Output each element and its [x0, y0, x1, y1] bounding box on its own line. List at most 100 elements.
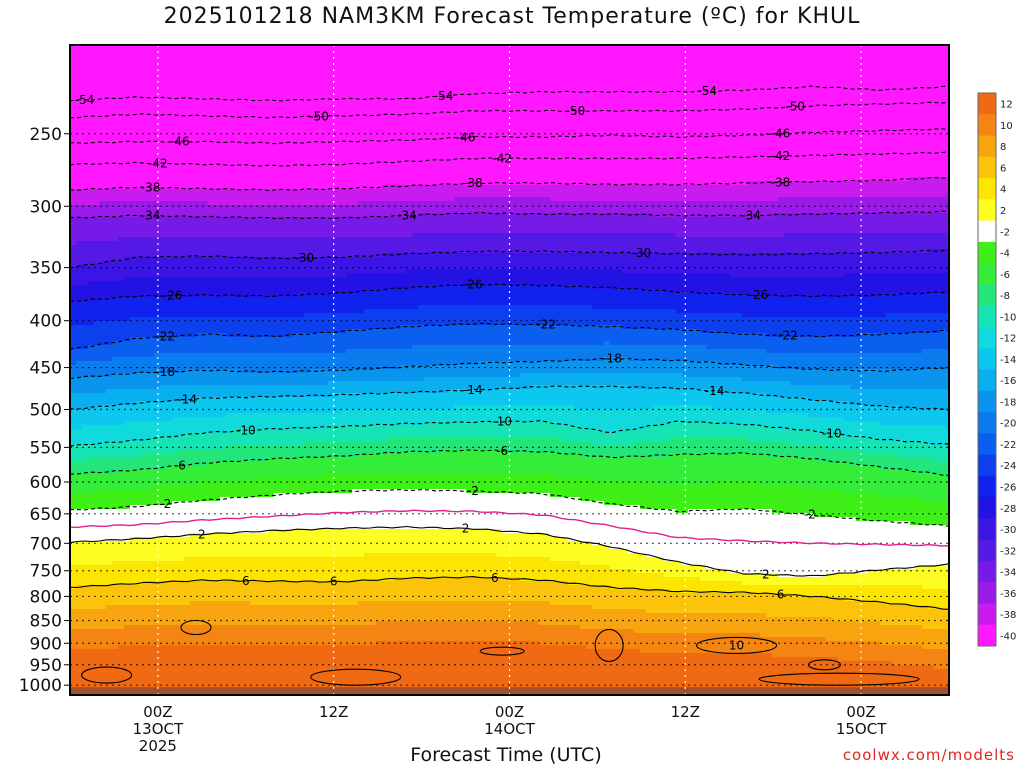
- colorbar-swatch: [978, 603, 996, 626]
- contour-label: -38: [771, 175, 791, 189]
- contour-label: -22: [536, 318, 556, 332]
- contour-label: -46: [456, 130, 476, 144]
- y-tick-label: 950: [30, 656, 62, 676]
- contour-label: -10: [492, 415, 512, 429]
- contour-line: [70, 576, 949, 610]
- contour-label: 6: [491, 571, 499, 585]
- x-tick-label: 13OCT: [133, 720, 184, 738]
- contour-label: -46: [771, 127, 791, 141]
- contour-line: [70, 210, 949, 220]
- contour-label: 2: [762, 568, 770, 582]
- y-tick-label: 500: [30, 400, 62, 420]
- contour-line: [70, 151, 949, 167]
- colorbar-swatch: [978, 93, 996, 115]
- colorbar-swatch: [978, 241, 996, 264]
- colorbar-label: -24: [1000, 461, 1016, 472]
- contour-label: -2: [804, 508, 816, 522]
- contour-label: -18: [155, 365, 175, 379]
- contour-label: -30: [295, 251, 315, 265]
- colorbar-label: -26: [1000, 482, 1016, 493]
- colorbar-label: -34: [1000, 568, 1016, 579]
- y-tick-label: 450: [30, 359, 62, 379]
- colorbar-swatch: [978, 582, 996, 604]
- colorbar-swatch: [978, 305, 996, 328]
- y-tick-label: 1000: [19, 676, 62, 696]
- colorbar-label: -4: [1000, 249, 1010, 260]
- contour-line: [70, 489, 949, 527]
- y-tick-label: 700: [30, 534, 62, 554]
- contour-closed: [758, 672, 920, 686]
- contour-closed: [594, 628, 624, 663]
- contour-line: [70, 420, 949, 447]
- temperature-shading: [70, 45, 949, 695]
- y-tick-label: 800: [30, 587, 62, 607]
- contour-label: -26: [463, 277, 483, 291]
- colorbar-label: -14: [1000, 355, 1016, 366]
- colorbar-label: -40: [1000, 631, 1016, 642]
- contour-line: [70, 509, 949, 547]
- colorbar-label: 6: [1000, 163, 1006, 174]
- colorbar-label: 12: [1000, 100, 1013, 111]
- colorbar-swatch: [978, 326, 996, 349]
- contour-line: [70, 283, 949, 302]
- x-tick-label: 12Z: [671, 703, 700, 721]
- contour-line: [70, 249, 949, 269]
- x-tick-label: 15OCT: [836, 720, 887, 738]
- colorbar-swatch: [978, 178, 996, 200]
- colorbar-label: 8: [1000, 142, 1006, 153]
- colorbar: 12 10 8 6 4 2 -2 -4 -6 -8 -10 -12 -14 -16 -18 -20 -22 -24…: [977, 92, 1016, 647]
- contour-label: 10: [729, 638, 744, 652]
- contour-labels: -54 -54 -54-50 -50 -50-46 -46 -46-42 -42 -42-38-…: [75, 84, 842, 652]
- plot-frame: [69, 44, 950, 696]
- colorbar-swatch: [978, 624, 996, 647]
- colorbar-swatch: [978, 348, 996, 370]
- colorbar-swatch: [978, 369, 996, 392]
- colorbar-label: -8: [1000, 291, 1010, 302]
- contour-line: [70, 177, 949, 192]
- contour-label: -6: [174, 459, 186, 473]
- y-tick-label: 400: [30, 312, 62, 332]
- contour-label: -6: [496, 444, 508, 458]
- x-tick-label: 14OCT: [484, 720, 535, 738]
- contour-label: -54: [75, 93, 95, 107]
- colorbar-swatch: [978, 284, 996, 307]
- y-tick-label: 750: [30, 562, 62, 582]
- colorbar-label: -36: [1000, 589, 1016, 600]
- contour-label: -2: [467, 484, 479, 498]
- contour-closed: [479, 646, 525, 656]
- contour-label: 6: [777, 587, 785, 601]
- y-tick-label: 600: [30, 473, 62, 493]
- x-tick-label: 00Z: [143, 703, 172, 721]
- colorbar-swatch: [978, 518, 996, 541]
- contour-line: [70, 357, 949, 380]
- y-tick-label: 550: [30, 438, 62, 458]
- contour-line: [70, 385, 949, 411]
- contour-line: [70, 101, 949, 119]
- colorbar-swatch: [978, 454, 996, 477]
- contour-label: -46: [170, 135, 190, 149]
- contour-label: -26: [749, 288, 769, 302]
- contour-label: -42: [148, 156, 168, 170]
- colorbar-label: 2: [1000, 206, 1006, 217]
- colorbar-swatch: [978, 412, 996, 434]
- x-axis-label: Forecast Time (UTC): [300, 744, 712, 766]
- contour-label: -42: [771, 149, 791, 163]
- chart-title: 2025101218 NAM3KM Forecast Temperature (…: [0, 4, 1024, 29]
- colorbar-label: -18: [1000, 397, 1016, 408]
- x-tick-label: 00Z: [846, 703, 875, 721]
- contour-label: -14: [705, 384, 725, 398]
- contour-label: -22: [778, 329, 798, 343]
- colorbar-label: -38: [1000, 610, 1016, 621]
- colorbar-label: -20: [1000, 419, 1016, 430]
- colorbar-label: -28: [1000, 504, 1016, 515]
- contour-closed: [696, 636, 778, 655]
- contour-label: -2: [159, 497, 171, 511]
- colorbar-label: 10: [1000, 121, 1013, 132]
- colorbar-swatch: [978, 390, 996, 413]
- colorbar-label: -16: [1000, 376, 1016, 387]
- colorbar-label: -10: [1000, 312, 1016, 323]
- colorbar-swatch: [978, 475, 996, 498]
- contour-lines: [70, 85, 949, 686]
